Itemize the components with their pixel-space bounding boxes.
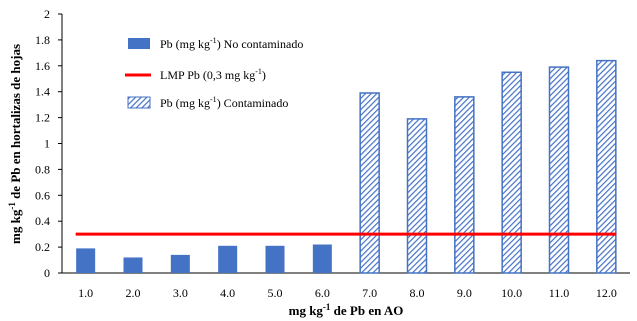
x-tick-label: 3.0 — [173, 286, 188, 300]
bars — [76, 59, 617, 274]
y-tick-label: 1.2 — [35, 111, 50, 125]
bar-no-contaminado — [218, 245, 238, 273]
bar-no-contaminado — [76, 248, 96, 273]
legend: Pb (mg kg-1) No contaminado LMP Pb (0,3 … — [125, 36, 303, 110]
x-tick-labels: 1.0 2.0 3.0 4.0 5.0 6.0 7.0 8.0 9.0 10.0 11.0 12.0 — [78, 286, 617, 300]
bar-no-contaminado — [170, 254, 190, 273]
y-tick-label: 1 — [44, 137, 50, 151]
x-tick-label: 10.0 — [501, 286, 522, 300]
y-tick-label: 0.6 — [35, 188, 50, 202]
x-tick-label: 4.0 — [220, 286, 235, 300]
y-tick-label: 0.2 — [35, 240, 50, 254]
bar-contaminado — [596, 59, 617, 274]
y-tick-label: 2 — [44, 7, 50, 21]
y-axis-title: mg kg-1 de Pb en hortalizas de hojas — [7, 44, 23, 244]
x-tick-label: 5.0 — [268, 286, 283, 300]
y-tick-labels: 0 0.2 0.4 0.6 0.8 1 1.2 1.4 1.6 1.8 2 — [35, 7, 62, 280]
y-tick-label: 1.4 — [35, 85, 50, 99]
x-tick-label: 9.0 — [457, 286, 472, 300]
x-tick-label: 7.0 — [362, 286, 377, 300]
x-tick-label: 12.0 — [596, 286, 617, 300]
legend-label-lmp: LMP Pb (0,3 mg kg-1) — [160, 67, 266, 82]
bar-contaminado — [454, 96, 475, 274]
bar-contaminado — [501, 71, 522, 274]
y-tick-label: 0.8 — [35, 162, 50, 176]
bar-no-contaminado — [265, 245, 285, 273]
x-tick-label: 11.0 — [549, 286, 570, 300]
y-tick-label: 1.6 — [35, 59, 50, 73]
legend-swatch-no-contaminado — [128, 38, 150, 49]
bar-contaminado — [548, 66, 570, 274]
bar-contaminado — [359, 92, 380, 274]
legend-swatch-contaminado — [127, 96, 151, 109]
x-tick-label: 1.0 — [78, 286, 93, 300]
legend-label-no-contaminado: Pb (mg kg-1) No contaminado — [160, 36, 303, 51]
x-tick-label: 8.0 — [410, 286, 425, 300]
y-tick-label: 0.4 — [35, 214, 50, 228]
x-tick-label: 2.0 — [126, 286, 141, 300]
bar-no-contaminado — [123, 257, 143, 273]
bar-no-contaminado — [312, 244, 332, 273]
y-tick-label: 1.8 — [35, 33, 50, 47]
legend-label-contaminado: Pb (mg kg-1) Contaminado — [160, 95, 288, 110]
x-tick-label: 6.0 — [315, 286, 330, 300]
x-axis-title: mg kg-1 de Pb en AO — [289, 302, 404, 318]
bar-contaminado — [406, 118, 428, 274]
y-tick-label: 0 — [44, 266, 50, 280]
